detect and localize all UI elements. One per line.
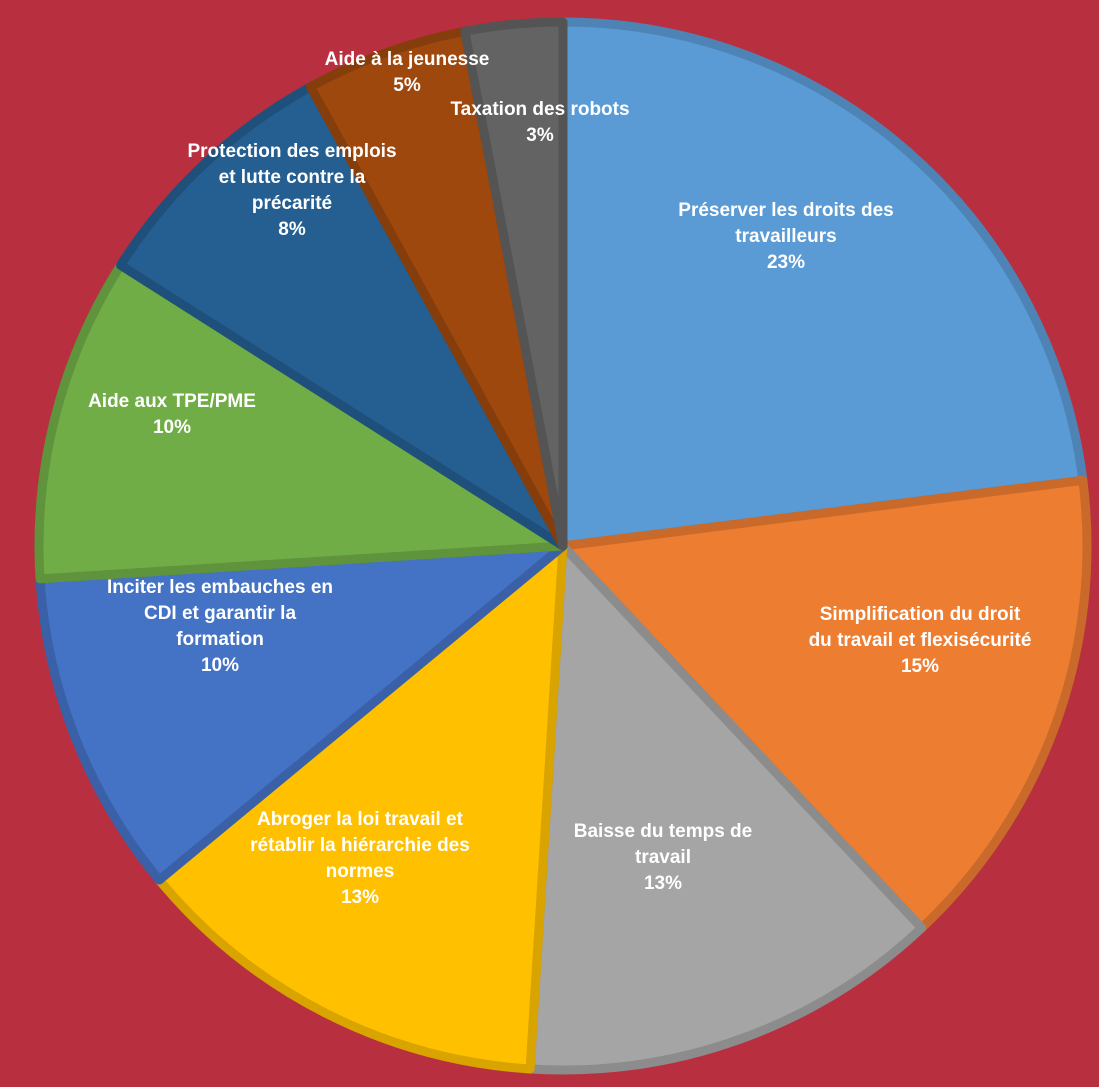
slice-label-5: Inciter les embauches en CDI et garantir … xyxy=(107,577,333,676)
slice-label-1: Préserver les droits des travailleurs 23% xyxy=(678,200,893,273)
pie-slice-4 xyxy=(154,541,568,1074)
slice-label-line: Aide aux TPE/PME xyxy=(88,391,256,412)
slice-label-7: Protection des emplois et lutte contre la… xyxy=(187,141,396,240)
slice-percent-3: 13% xyxy=(644,873,682,894)
slice-label-line: normes xyxy=(326,861,395,882)
slice-percent-2: 15% xyxy=(901,656,939,677)
slice-label-line: rétablir la hiérarchie des xyxy=(250,835,470,856)
pie-slice-1 xyxy=(558,17,1088,551)
slice-percent-4: 13% xyxy=(341,887,379,908)
slice-label-line: Abroger la loi travail et xyxy=(257,809,464,830)
slice-percent-5: 10% xyxy=(201,655,239,676)
slice-label-line: Baisse du temps de xyxy=(574,821,752,842)
pie-slice-6 xyxy=(34,260,568,584)
labels-layer: Préserver les droits des travailleurs 23% S… xyxy=(88,49,1031,908)
slice-percent-9: 3% xyxy=(526,125,554,146)
slice-percent-1: 23% xyxy=(767,252,805,273)
slice-label-line: et lutte contre la xyxy=(219,167,366,188)
slice-label-9: Taxation des robots 3% xyxy=(450,99,629,146)
pie-slice-9 xyxy=(460,17,568,551)
slice-label-4: Abroger la loi travail et rétablir la hié… xyxy=(250,809,470,908)
slice-label-2: Simplification du droit du travail et fle… xyxy=(809,604,1032,677)
slice-label-line: du travail et flexisécurité xyxy=(809,630,1032,651)
slice-label-line: CDI et garantir la xyxy=(144,603,296,624)
slice-percent-8: 5% xyxy=(393,75,421,96)
slice-label-line: Protection des emplois xyxy=(187,141,396,162)
slice-label-line: Inciter les embauches en xyxy=(107,577,333,598)
slice-percent-6: 10% xyxy=(153,417,191,438)
slice-label-line: travail xyxy=(635,847,691,868)
slice-label-3: Baisse du temps de travail 13% xyxy=(574,821,752,894)
pie-slice-3 xyxy=(525,541,927,1075)
pie-slice-7 xyxy=(116,82,568,551)
slice-label-line: Préserver les droits des xyxy=(678,200,893,221)
slice-label-line: précarité xyxy=(252,193,332,214)
pie-slice-2 xyxy=(558,475,1092,933)
slices-layer xyxy=(34,17,1092,1075)
slice-label-line: Simplification du droit xyxy=(820,604,1021,625)
pie-slice-5 xyxy=(35,541,568,885)
slice-label-6: Aide aux TPE/PME 10% xyxy=(88,391,256,438)
slice-label-8: Aide à la jeunesse 5% xyxy=(325,49,490,96)
slice-label-line: formation xyxy=(176,629,264,650)
slice-label-line: Taxation des robots xyxy=(450,99,629,120)
slice-percent-7: 8% xyxy=(278,219,306,240)
slice-label-line: Aide à la jeunesse xyxy=(325,49,490,70)
slice-label-line: travailleurs xyxy=(735,226,836,247)
